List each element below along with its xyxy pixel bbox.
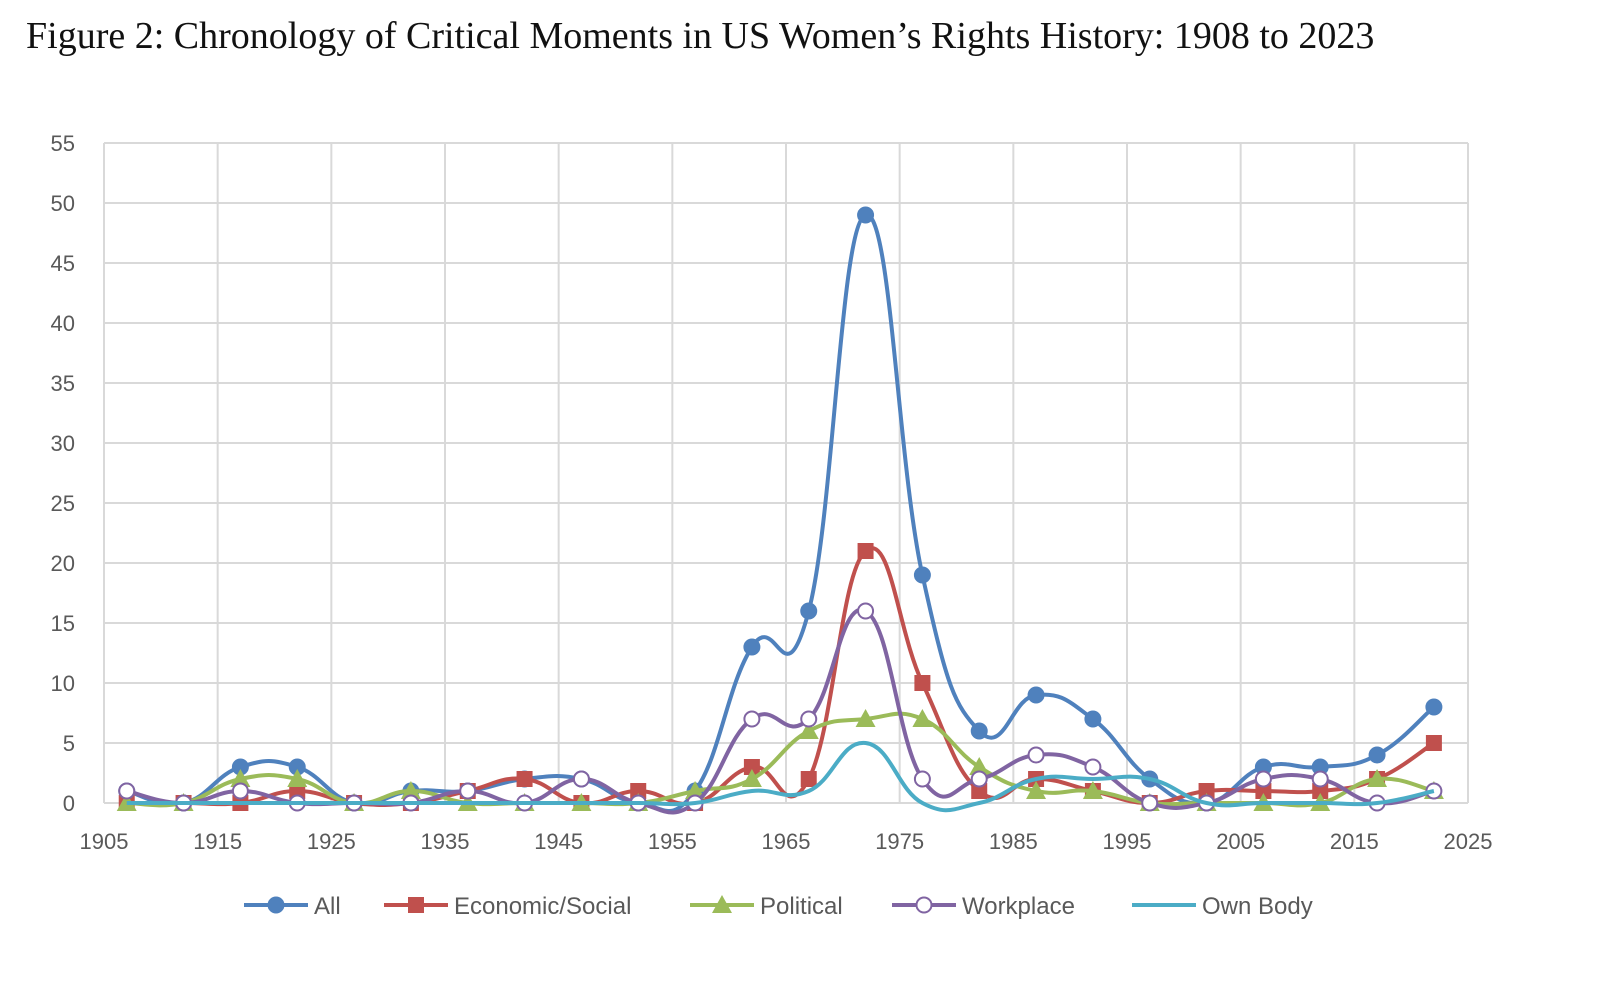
x-tick-label: 1905 bbox=[80, 829, 129, 854]
data-point bbox=[230, 769, 251, 787]
data-point bbox=[1312, 783, 1329, 799]
data-point bbox=[1027, 746, 1045, 764]
data-point bbox=[1368, 746, 1386, 764]
data-point bbox=[798, 721, 819, 739]
legend-item: Political bbox=[690, 893, 843, 920]
x-tick-label: 1945 bbox=[534, 829, 583, 854]
legend-label: All bbox=[314, 893, 341, 920]
data-point bbox=[1141, 794, 1159, 812]
data-point bbox=[1255, 783, 1272, 799]
data-point bbox=[287, 769, 308, 787]
data-point bbox=[741, 769, 762, 787]
data-point bbox=[630, 783, 647, 799]
x-tick-label: 2015 bbox=[1330, 829, 1379, 854]
y-tick-label: 20 bbox=[51, 551, 75, 576]
data-point bbox=[459, 782, 477, 800]
data-point bbox=[857, 206, 875, 224]
y-tick-label: 45 bbox=[51, 251, 75, 276]
data-point bbox=[1425, 698, 1443, 716]
y-tick-label: 15 bbox=[51, 611, 75, 636]
x-tick-label: 1935 bbox=[421, 829, 470, 854]
data-point bbox=[970, 722, 988, 740]
data-point bbox=[743, 638, 761, 656]
data-point bbox=[913, 566, 931, 584]
data-point bbox=[1311, 770, 1329, 788]
legend-marker bbox=[267, 896, 285, 914]
data-point bbox=[118, 782, 136, 800]
y-tick-label: 25 bbox=[51, 491, 75, 516]
grid bbox=[103, 142, 1469, 804]
data-point bbox=[857, 543, 874, 559]
data-point bbox=[1198, 783, 1215, 799]
data-point bbox=[516, 771, 533, 787]
legend-label: Own Body bbox=[1202, 893, 1313, 920]
data-point bbox=[857, 602, 875, 620]
legend-item: Economic/Social bbox=[384, 893, 631, 920]
data-point bbox=[971, 783, 988, 799]
data-point bbox=[685, 781, 706, 799]
y-tick-label: 55 bbox=[51, 131, 75, 156]
data-point bbox=[800, 710, 818, 728]
x-axis-ticks: 1905 1915 1925 1935 1945 1955 1965 1975 1985 1995… bbox=[80, 829, 1493, 854]
x-tick-label: 1955 bbox=[648, 829, 697, 854]
data-point bbox=[400, 781, 421, 799]
data-point bbox=[1084, 710, 1102, 728]
data-point bbox=[1254, 770, 1272, 788]
x-tick-label: 1985 bbox=[989, 829, 1038, 854]
legend-marker bbox=[915, 896, 933, 914]
data-point bbox=[1026, 781, 1047, 799]
data-point bbox=[969, 757, 990, 775]
x-tick-label: 1925 bbox=[307, 829, 356, 854]
data-point bbox=[572, 770, 590, 788]
data-point bbox=[912, 709, 933, 727]
data-point bbox=[1425, 735, 1442, 751]
data-point bbox=[1027, 686, 1045, 704]
data-point bbox=[800, 771, 817, 787]
data-point bbox=[743, 710, 761, 728]
y-tick-label: 30 bbox=[51, 431, 75, 456]
data-point bbox=[970, 770, 988, 788]
x-tick-label: 2005 bbox=[1216, 829, 1265, 854]
legend: All Economic/Social Political Workplace Own … bbox=[244, 893, 1313, 920]
data-point bbox=[1367, 769, 1388, 787]
x-tick-label: 2025 bbox=[1444, 829, 1493, 854]
y-tick-label: 35 bbox=[51, 371, 75, 396]
y-tick-label: 40 bbox=[51, 311, 75, 336]
data-point bbox=[231, 782, 249, 800]
series-economic-social bbox=[118, 543, 1442, 811]
legend-label: Political bbox=[760, 893, 843, 920]
legend-marker bbox=[408, 897, 424, 913]
x-tick-label: 1975 bbox=[875, 829, 924, 854]
series-line bbox=[126, 546, 1435, 807]
series-own-body bbox=[126, 740, 1435, 813]
y-axis-ticks: 0 5 10 15 20 25 30 35 40 45 50 55 bbox=[51, 131, 75, 816]
y-tick-label: 50 bbox=[51, 191, 75, 216]
x-tick-label: 1995 bbox=[1103, 829, 1152, 854]
data-point bbox=[913, 770, 931, 788]
legend-item: Own Body bbox=[1132, 893, 1313, 920]
data-point bbox=[1082, 781, 1103, 799]
legend-item: Workplace bbox=[892, 893, 1075, 920]
data-point bbox=[800, 602, 818, 620]
y-tick-label: 5 bbox=[63, 731, 75, 756]
figure-title: Figure 2: Chronology of Critical Moments… bbox=[26, 15, 1375, 57]
data-point bbox=[855, 709, 876, 727]
series-line bbox=[126, 740, 1435, 813]
y-tick-label: 0 bbox=[63, 791, 75, 816]
data-point bbox=[914, 675, 931, 691]
legend-label: Economic/Social bbox=[454, 893, 631, 920]
x-tick-label: 1915 bbox=[193, 829, 242, 854]
data-point bbox=[1084, 758, 1102, 776]
legend-marker bbox=[712, 895, 732, 913]
legend-item: All bbox=[244, 893, 341, 920]
data-point bbox=[743, 759, 760, 775]
y-tick-label: 10 bbox=[51, 671, 75, 696]
series-layer bbox=[116, 206, 1444, 815]
legend-label: Workplace bbox=[962, 893, 1075, 920]
x-tick-label: 1965 bbox=[762, 829, 811, 854]
